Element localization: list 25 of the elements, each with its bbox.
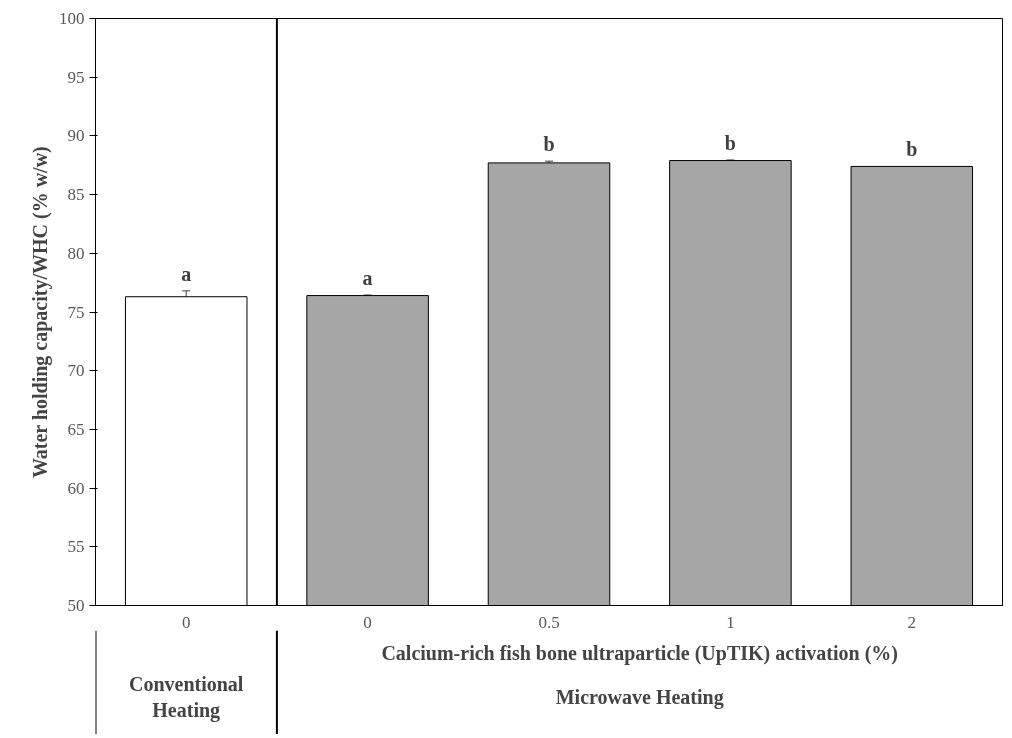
data-label: b [724, 131, 736, 154]
text: Microwave Heating [555, 686, 724, 710]
x-tick-label: 0 [181, 612, 191, 632]
x-axis-title: Calcium-rich fish bone ultraparticle (UpTIK) activation (%) [381, 642, 899, 666]
data-label: a [181, 262, 192, 285]
y-tick-label: 50 [67, 596, 85, 615]
y-tick-label: 85 [67, 185, 85, 205]
y-tick-label: 80 [67, 243, 85, 263]
data-label: b [543, 133, 555, 156]
y-tick-label: 60 [67, 478, 85, 498]
x-tick-label: 2 [907, 612, 917, 632]
y-axis-title: Water holding capacity/WHC (% w/w) [29, 146, 52, 479]
y-tick-label: 65 [67, 419, 85, 439]
x-tick-label: 0 [363, 612, 372, 632]
y-tick-label: 95 [67, 67, 85, 87]
y-tick-label: 75 [67, 302, 85, 322]
x-tick-label: 0.5 [538, 612, 560, 632]
y-tick-label: 70 [67, 361, 85, 381]
y-tick-label: 55 [67, 537, 85, 557]
x-tick-label: 1 [726, 612, 735, 632]
y-tick-label: 90 [67, 126, 85, 146]
text: Conventional Heating [128, 672, 244, 723]
y-tick-label: 100 [59, 9, 85, 28]
data-label: b [906, 138, 918, 161]
data-label: a [362, 266, 373, 289]
